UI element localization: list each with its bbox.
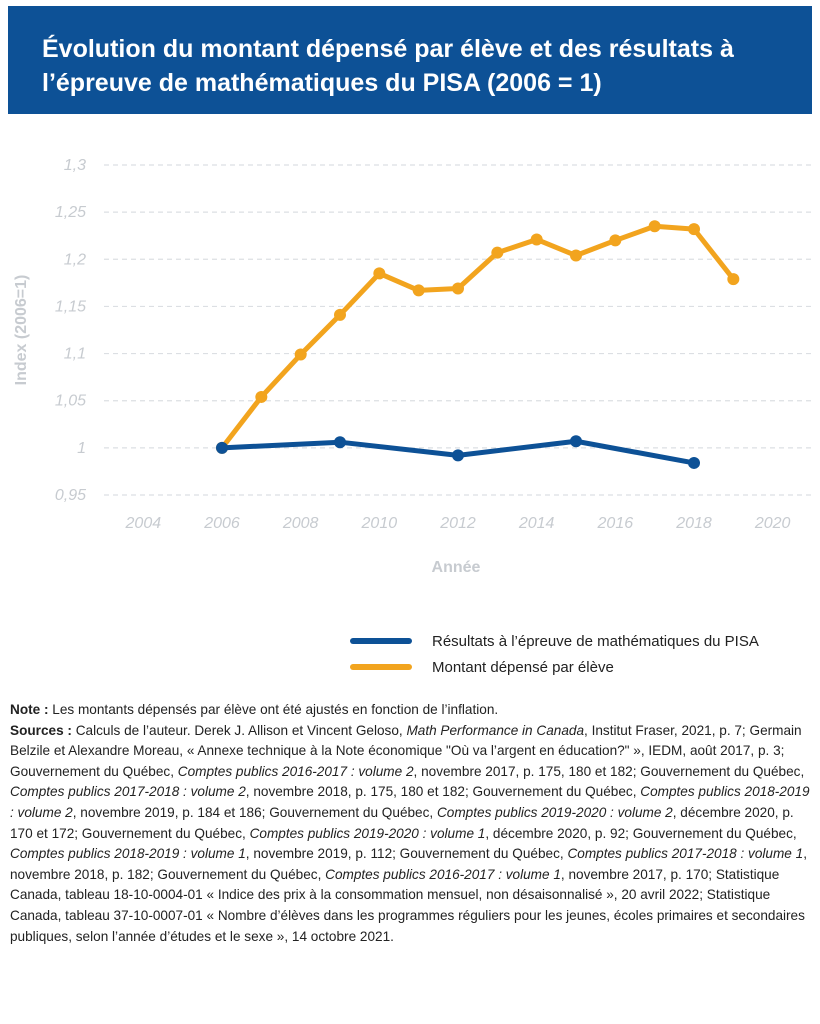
sources-segment: , novembre 2017, p. 175, 180 et 182; Gou… <box>413 763 805 779</box>
sources-segment: , novembre 2019, p. 112; Gouvernement du… <box>245 846 568 862</box>
sources-segment: , Institut Fraser, 2021, p. 7; Germain B… <box>10 722 802 779</box>
sources-segment: Comptes publics 2018-2019 : volume 1 <box>10 846 246 862</box>
data-point <box>334 436 346 449</box>
x-tick-label: 2018 <box>675 515 712 532</box>
data-point <box>530 233 543 246</box>
chart-title: Évolution du montant dépensé par élève e… <box>42 35 734 97</box>
x-tick-label: 2010 <box>361 515 398 532</box>
y-tick-labels: 0,95 1 1,05 1,1 1,15 1,2 1,25 1,3 <box>55 157 86 504</box>
legend-item-pisa: Résultats à l’épreuve de mathématiques d… <box>350 628 759 654</box>
data-point <box>648 220 661 233</box>
series-line <box>219 223 736 451</box>
sources-segment: Math Performance in Canada <box>406 722 585 738</box>
sources-segment: , novembre 2017, p. 170; Statistique Can… <box>10 866 805 944</box>
x-tick-label: 2016 <box>597 515 634 532</box>
sources-segment: Comptes publics 2016-2017 : volume 2 <box>177 763 414 779</box>
y-tick-label: 1,3 <box>64 157 86 174</box>
y-tick-label: 1,2 <box>64 251 86 268</box>
sources-segment: , décembre 2020, p. 170 et 172; Gouverne… <box>10 804 794 841</box>
data-point <box>294 348 307 361</box>
sources-segment: , novembre 2019, p. 184 et 186; Gouverne… <box>72 804 437 820</box>
x-tick-label: 2012 <box>439 515 476 532</box>
gridlines <box>104 164 812 496</box>
data-point <box>688 223 700 236</box>
note-line: Note : Les montants dépensés par élève o… <box>10 700 810 721</box>
x-axis-title: Année <box>432 559 481 576</box>
x-tick-label: 2014 <box>518 515 555 532</box>
sources-segment: Comptes publics 2017-2018 : volume 2 <box>10 784 246 800</box>
sources-segment: Comptes publics 2016-2017 : volume 1 <box>325 866 561 882</box>
data-point <box>412 284 425 297</box>
x-tick-label: 2006 <box>203 515 240 532</box>
legend-label-pisa: Résultats à l’épreuve de mathématiques d… <box>432 632 759 650</box>
sources-segment: Comptes publics 2019-2020 : volume 2 <box>436 804 673 820</box>
data-point <box>452 282 464 295</box>
data-point <box>216 441 228 454</box>
data-point <box>688 456 700 469</box>
sources-segment: Calculs de l’auteur. Derek J. Allison et… <box>75 722 407 738</box>
x-tick-labels: 2004 2006 2008 2010 2012 2014 2016 2018 2020 <box>125 515 791 532</box>
sources-segment: Comptes publics 2019-2020 : volume 1 <box>249 825 486 841</box>
sources-segment: , novembre 2018, p. 182; Gouvernement du… <box>10 846 807 882</box>
legend-swatch-pisa <box>350 638 412 644</box>
y-tick-label: 1,05 <box>55 393 86 410</box>
y-axis-title: Index (2006=1) <box>13 275 30 386</box>
title-banner: Évolution du montant dépensé par élève e… <box>8 6 812 114</box>
data-point <box>373 267 386 280</box>
sources-segment: Comptes publics 2017-2018 : volume 1 <box>567 846 804 862</box>
x-tick-label: 2008 <box>282 515 319 532</box>
y-tick-label: 1,15 <box>55 298 86 315</box>
series-spending <box>216 220 740 454</box>
data-point <box>570 249 582 262</box>
sources-label: Sources : <box>10 722 72 738</box>
data-point <box>609 234 622 247</box>
series-pisa <box>216 435 700 469</box>
y-tick-label: 1 <box>77 440 86 457</box>
data-point <box>491 246 504 259</box>
y-tick-label: 0,95 <box>55 487 86 504</box>
data-point <box>334 308 346 321</box>
y-tick-label: 1,1 <box>64 346 86 363</box>
sources-segment: Comptes publics 2018-2019 : volume 2 <box>10 784 810 820</box>
legend-item-spending: Montant dépensé par élève <box>350 654 614 680</box>
series-group <box>216 220 740 469</box>
x-tick-label: 2004 <box>125 515 162 532</box>
sources-segment: , décembre 2020, p. 92; Gouvernement du … <box>485 825 797 841</box>
sources-segment: , novembre 2018, p. 175, 180 et 182; Gou… <box>245 784 641 800</box>
note-label: Note : <box>10 702 49 717</box>
notes-section: Note : Les montants dépensés par élève o… <box>10 700 810 947</box>
data-point <box>452 449 464 462</box>
legend-label-spending: Montant dépensé par élève <box>432 658 614 676</box>
data-point <box>570 435 582 448</box>
data-point <box>255 390 268 403</box>
sources-paragraph: Sources : Calculs de l’auteur. Derek J. … <box>10 721 810 948</box>
legend-swatch-spending <box>350 664 412 670</box>
y-tick-label: 1,25 <box>55 204 86 221</box>
data-point <box>727 273 740 286</box>
x-tick-label: 2020 <box>754 515 791 532</box>
note-text: Les montants dépensés par élève ont été … <box>48 702 499 717</box>
